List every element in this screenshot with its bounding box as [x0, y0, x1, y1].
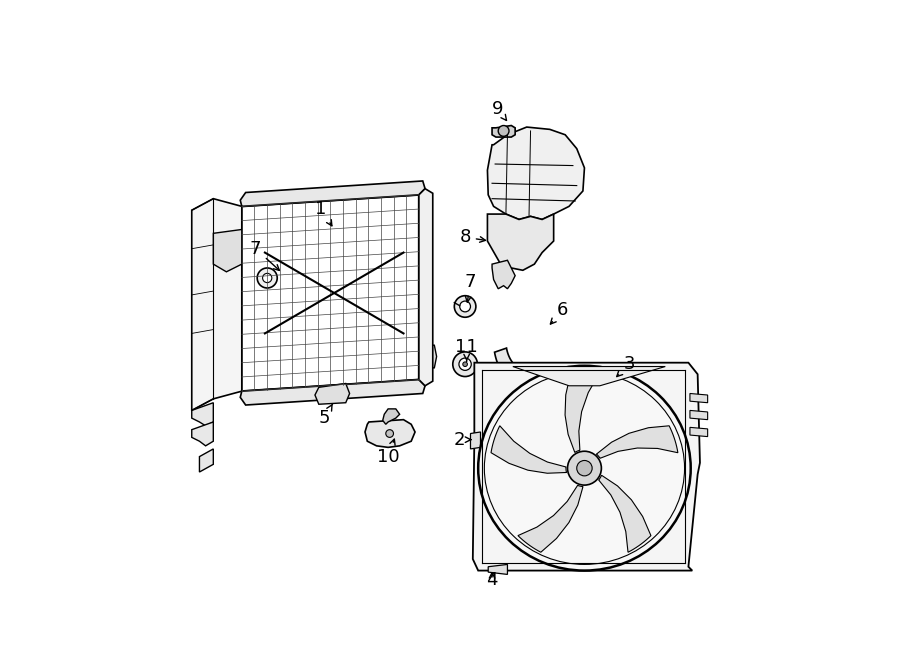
- Circle shape: [460, 301, 471, 312]
- Polygon shape: [240, 181, 425, 206]
- Ellipse shape: [478, 366, 690, 570]
- Polygon shape: [518, 485, 583, 552]
- Circle shape: [257, 268, 277, 288]
- Polygon shape: [488, 214, 554, 270]
- Circle shape: [459, 358, 472, 370]
- Circle shape: [263, 274, 272, 283]
- Polygon shape: [513, 367, 665, 386]
- Polygon shape: [598, 475, 651, 552]
- Polygon shape: [488, 127, 584, 219]
- Circle shape: [386, 430, 393, 438]
- Polygon shape: [365, 420, 415, 447]
- Polygon shape: [565, 373, 599, 452]
- Text: 5: 5: [319, 404, 333, 427]
- Text: 9: 9: [491, 100, 507, 120]
- Circle shape: [454, 295, 476, 317]
- Circle shape: [463, 362, 467, 367]
- Polygon shape: [690, 410, 707, 420]
- Polygon shape: [495, 348, 520, 385]
- Text: 1: 1: [315, 200, 332, 226]
- Polygon shape: [690, 393, 707, 403]
- Polygon shape: [690, 428, 707, 437]
- Circle shape: [568, 451, 601, 485]
- Polygon shape: [471, 432, 481, 449]
- Circle shape: [453, 352, 477, 377]
- Text: 2: 2: [454, 431, 471, 449]
- Text: 6: 6: [551, 301, 569, 324]
- Text: 11: 11: [455, 338, 478, 361]
- Polygon shape: [240, 379, 425, 405]
- Polygon shape: [382, 409, 400, 424]
- Polygon shape: [200, 449, 213, 472]
- Polygon shape: [192, 403, 213, 426]
- Polygon shape: [597, 426, 678, 458]
- Text: 7: 7: [250, 240, 279, 270]
- Circle shape: [577, 461, 592, 476]
- Polygon shape: [315, 383, 349, 405]
- Text: 10: 10: [377, 439, 400, 465]
- Text: 8: 8: [459, 228, 485, 246]
- Polygon shape: [213, 229, 242, 272]
- Polygon shape: [192, 199, 242, 410]
- Circle shape: [499, 126, 509, 136]
- Polygon shape: [192, 422, 213, 446]
- Polygon shape: [491, 426, 566, 473]
- Polygon shape: [488, 564, 508, 574]
- Text: 4: 4: [486, 571, 498, 589]
- Polygon shape: [492, 260, 515, 289]
- Polygon shape: [472, 363, 700, 570]
- Polygon shape: [492, 126, 515, 137]
- Text: 7: 7: [464, 273, 476, 302]
- Text: 3: 3: [616, 355, 634, 377]
- Polygon shape: [418, 188, 433, 386]
- Polygon shape: [418, 345, 436, 368]
